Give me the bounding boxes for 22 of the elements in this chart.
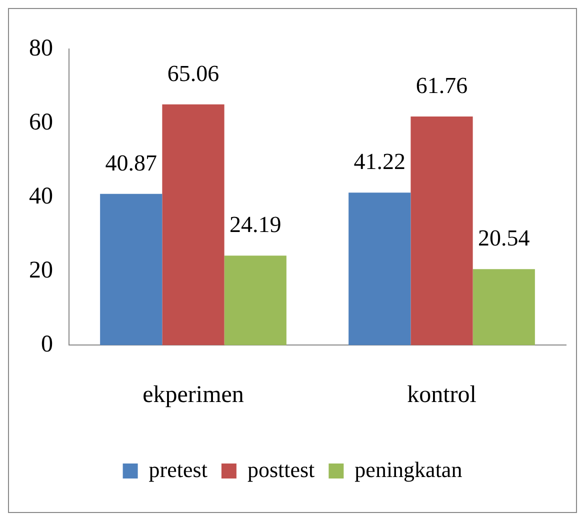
y-tick-label: 20	[29, 257, 53, 284]
y-tick-label: 0	[41, 331, 53, 358]
y-tick-label: 40	[29, 183, 53, 210]
y-tick-label: 60	[29, 109, 53, 136]
data-label: 20.54	[478, 226, 530, 251]
data-label: 61.76	[416, 73, 468, 98]
x-tick-label: kontrol	[407, 382, 477, 408]
x-tick-label: ekperimen	[142, 382, 244, 408]
legend-label: pretest	[148, 456, 208, 482]
legend-label: peningkatan	[354, 456, 462, 482]
bar	[162, 104, 224, 346]
bar	[472, 269, 535, 346]
data-label: 40.87	[105, 150, 157, 176]
data-label: 24.19	[230, 212, 282, 238]
bar	[224, 256, 286, 346]
legend-label: posttest	[247, 456, 315, 482]
data-label: 65.06	[167, 60, 220, 86]
bar	[348, 192, 411, 346]
bar	[410, 116, 473, 346]
bar	[100, 194, 162, 346]
data-label: 41.22	[354, 149, 406, 174]
y-tick-label: 80	[29, 35, 53, 62]
